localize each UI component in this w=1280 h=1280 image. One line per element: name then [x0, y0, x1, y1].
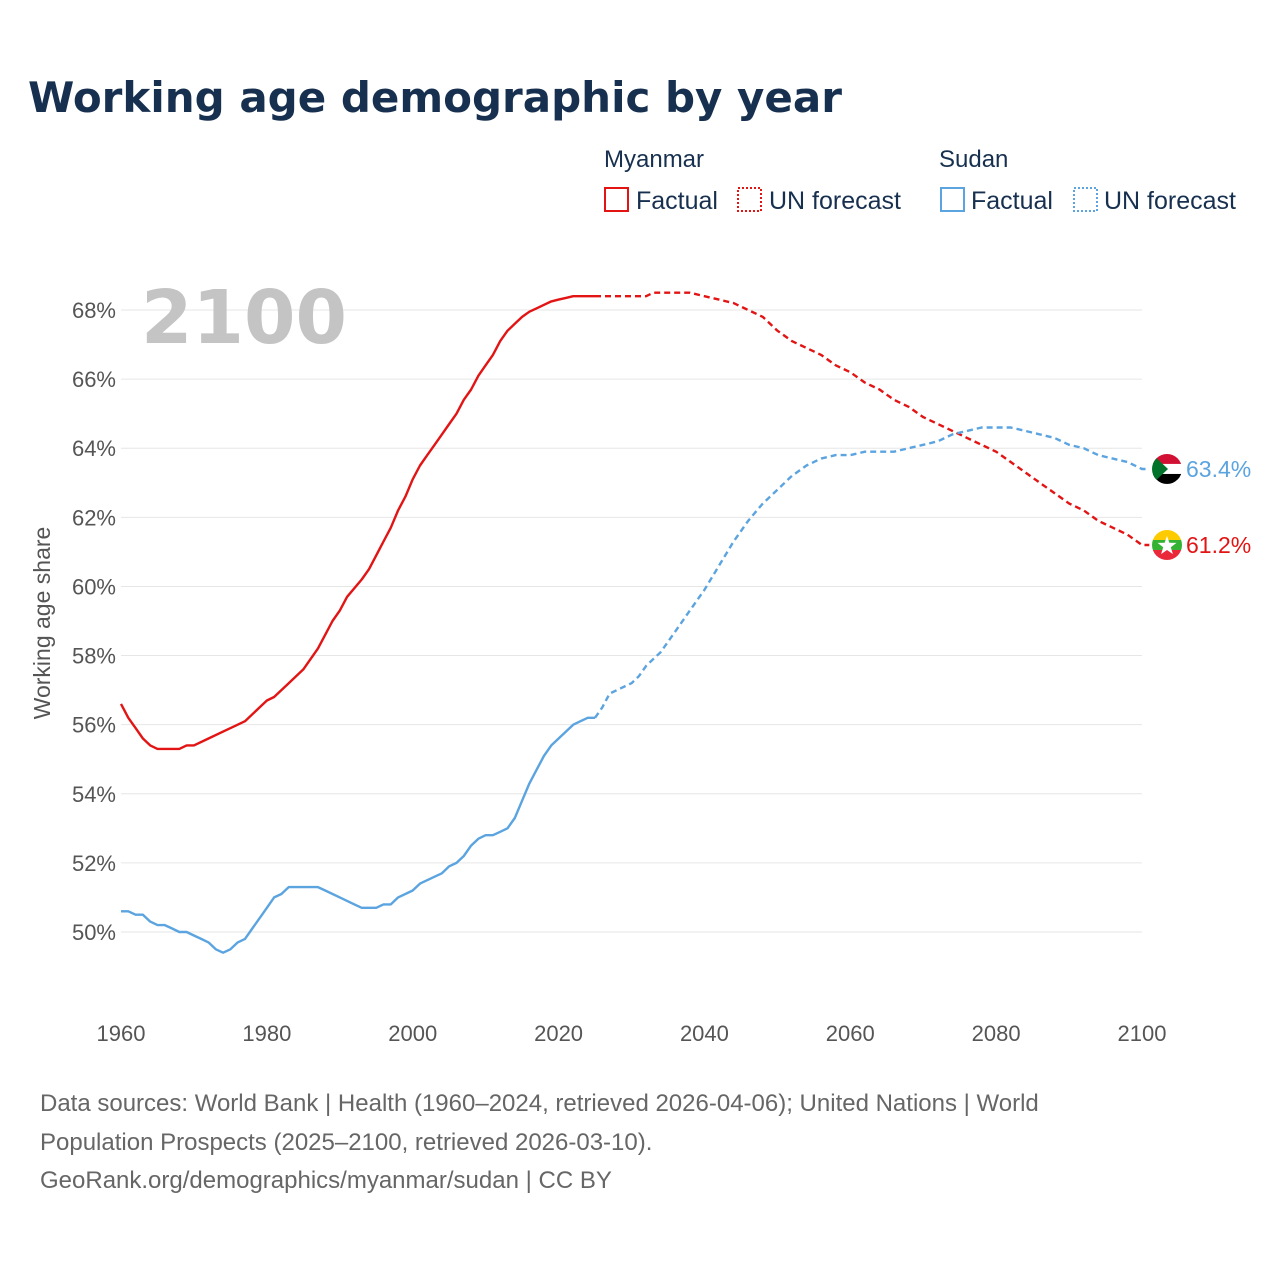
sudan-end-label: 63.4% [1186, 456, 1251, 482]
x-tick-label: 1960 [97, 1021, 146, 1046]
gridlines [121, 309, 1142, 933]
x-tick-label: 2040 [680, 1021, 729, 1046]
x-tick-label: 2000 [388, 1021, 437, 1046]
y-tick-label: 68% [72, 298, 116, 323]
series-lines [119, 291, 1150, 954]
legend-myanmar-forecast-label: UN forecast [769, 187, 901, 215]
sudan-forecast-line [594, 426, 1150, 719]
y-axis-ticks: 50% 52% 54% 56% 58% 60% 62% 64% 66% 68% [72, 298, 116, 945]
legend-group-sudan-name: Sudan [939, 146, 1008, 173]
legend-sudan-forecast-label: UN forecast [1104, 187, 1236, 215]
y-tick-label: 56% [72, 713, 116, 738]
y-tick-label: 62% [72, 505, 116, 530]
myanmar-flag-icon [1152, 529, 1182, 560]
chart-title: Working age demographic by year [28, 73, 842, 122]
x-tick-label: 2100 [1118, 1021, 1167, 1046]
legend-myanmar-forecast-swatch [737, 187, 762, 212]
myanmar-factual-line [119, 295, 595, 751]
x-tick-label: 2020 [534, 1021, 583, 1046]
y-tick-label: 58% [72, 644, 116, 669]
y-tick-label: 50% [72, 920, 116, 945]
x-tick-label: 2060 [826, 1021, 875, 1046]
x-tick-label: 1980 [242, 1021, 291, 1046]
footer: Data sources: World Bank | Health (1960–… [40, 1085, 1190, 1201]
y-tick-label: 54% [72, 782, 116, 807]
y-tick-label: 64% [72, 436, 116, 461]
end-markers: 61.2% 63.4% [1152, 453, 1251, 560]
footer-sources-line2: Population Prospects (2025–2100, retriev… [40, 1128, 653, 1156]
x-tick-label: 2080 [972, 1021, 1021, 1046]
legend-sudan-factual-label: Factual [971, 187, 1053, 215]
legend-sudan-forecast-swatch [1073, 187, 1098, 212]
myanmar-forecast-line [595, 291, 1150, 547]
sudan-factual-line [121, 716, 595, 954]
y-tick-label: 52% [72, 851, 116, 876]
legend-myanmar-factual-label: Factual [636, 187, 718, 215]
legend-sudan-factual-swatch [940, 187, 965, 212]
legend-myanmar-factual-swatch [604, 187, 629, 212]
legend: Myanmar Factual UN forecast Sudan Factua… [604, 146, 1236, 215]
y-tick-label: 66% [72, 367, 116, 392]
footer-attribution: GeoRank.org/demographics/myanmar/sudan |… [40, 1167, 612, 1194]
sudan-flag-icon [1152, 453, 1182, 484]
x-axis-ticks: 1960 1980 2000 2020 2040 2060 2080 2100 [97, 1021, 1167, 1046]
footer-sources-line1: Data sources: World Bank | Health (1960–… [40, 1090, 1039, 1117]
year-watermark: 2100 [141, 275, 347, 361]
myanmar-end-label: 61.2% [1186, 532, 1251, 558]
legend-group-myanmar-name: Myanmar [604, 146, 704, 173]
y-axis-label: Working age share [29, 527, 55, 720]
y-tick-label: 60% [72, 574, 116, 599]
